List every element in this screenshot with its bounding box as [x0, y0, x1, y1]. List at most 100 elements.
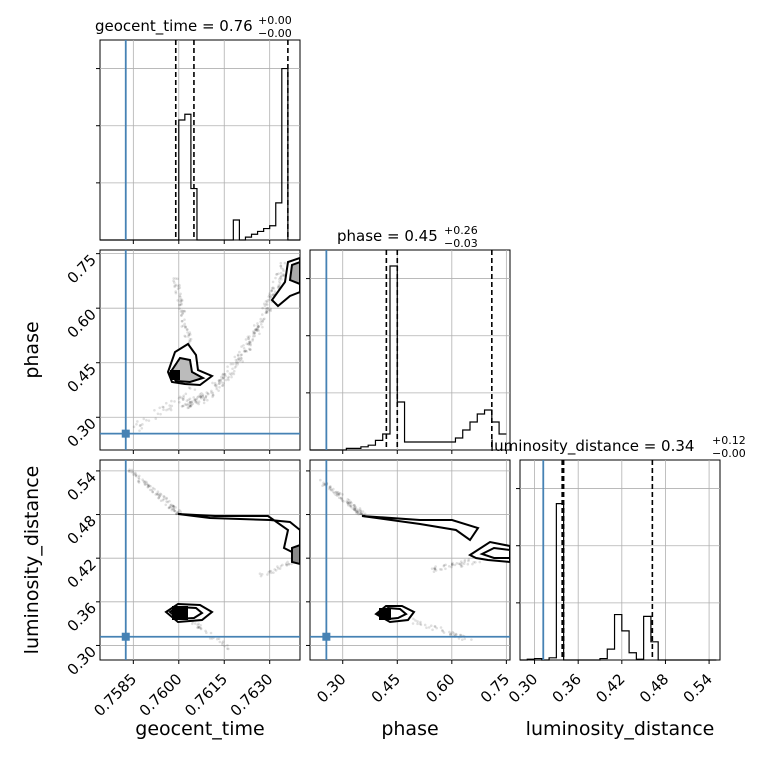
sample-point	[359, 510, 363, 513]
sample-point	[132, 425, 136, 429]
sample-point	[419, 620, 422, 624]
sample-point	[244, 349, 247, 353]
sample-point	[457, 562, 461, 566]
sample-point	[175, 512, 178, 516]
sample-point	[463, 637, 467, 641]
sample-point	[193, 398, 197, 402]
sample-point	[474, 561, 477, 564]
sample-point	[143, 480, 147, 484]
sample-point	[209, 631, 213, 635]
sample-point	[187, 386, 191, 389]
sample-point	[210, 389, 213, 393]
sample-point	[168, 505, 172, 509]
sample-point	[211, 391, 215, 395]
tick-label-y-phase: 0.60	[64, 305, 100, 341]
sample-point	[266, 303, 269, 306]
sample-point	[181, 404, 185, 408]
sample-point	[353, 506, 356, 509]
sample-point	[183, 318, 186, 321]
sample-point	[268, 298, 271, 301]
sample-point	[439, 568, 442, 571]
sample-point	[146, 485, 150, 488]
sample-point	[254, 328, 257, 332]
sample-point	[226, 376, 230, 380]
sample-point	[356, 511, 359, 514]
sample-point	[280, 278, 283, 281]
sample-point	[352, 503, 355, 507]
sample-point	[141, 478, 144, 482]
sample-point	[194, 400, 197, 404]
sample-point	[239, 358, 243, 361]
tick-label-x-phase: 0.30	[313, 670, 349, 706]
sample-point	[179, 292, 182, 296]
sample-point	[180, 405, 184, 408]
sample-point	[142, 479, 145, 483]
sample-point	[190, 401, 193, 404]
sample-point	[222, 376, 225, 379]
sample-point	[178, 284, 181, 287]
sample-point	[361, 510, 365, 513]
sample-point	[233, 355, 237, 359]
sample-point	[227, 647, 230, 651]
sample-point	[254, 327, 258, 331]
sample-point	[256, 326, 260, 330]
sample-point	[457, 637, 461, 640]
sample-point	[140, 426, 144, 430]
sample-point	[467, 558, 471, 561]
sample-point	[350, 501, 353, 505]
sample-point	[128, 470, 131, 473]
sample-point	[248, 335, 251, 338]
sample-point	[205, 391, 209, 394]
sample-point	[282, 274, 286, 277]
sample-point	[153, 487, 156, 491]
sample-point	[463, 560, 466, 564]
sample-point	[251, 339, 254, 342]
sample-point	[213, 383, 217, 387]
sample-point	[176, 510, 179, 514]
sample-point	[181, 324, 185, 328]
sample-point	[134, 474, 138, 478]
sample-point	[188, 401, 192, 404]
sample-point	[419, 623, 423, 627]
sample-point	[188, 387, 192, 390]
sample-point	[269, 307, 273, 311]
sample-point	[221, 377, 225, 380]
sample-point	[279, 271, 283, 275]
sample-point	[179, 300, 182, 304]
sample-point	[141, 423, 144, 426]
sample-point	[154, 493, 158, 496]
sample-point	[195, 399, 198, 403]
title-luminosity-distance-sub: −0.00	[712, 447, 746, 460]
sample-point	[161, 498, 165, 502]
sample-point	[441, 628, 444, 632]
sample-point	[419, 622, 422, 626]
sample-point	[170, 404, 174, 408]
sample-point	[226, 644, 229, 647]
sample-point	[450, 565, 453, 569]
sample-point	[181, 312, 185, 315]
sample-point	[198, 626, 201, 629]
sample-point	[269, 296, 272, 299]
sample-point	[455, 633, 458, 637]
sample-point	[211, 395, 214, 399]
sample-point	[185, 328, 189, 331]
sample-point	[276, 567, 280, 570]
sample-point	[184, 392, 188, 396]
sample-point	[206, 392, 210, 395]
sample-point	[442, 631, 446, 634]
sample-point	[239, 356, 242, 359]
sample-point	[179, 310, 183, 313]
sample-point	[321, 484, 324, 488]
sample-point	[268, 292, 271, 295]
sample-point	[162, 495, 165, 498]
sample-point	[187, 406, 191, 409]
sample-point	[273, 290, 277, 293]
sample-point	[272, 287, 276, 290]
sample-point	[173, 284, 177, 287]
sample-point	[175, 512, 179, 515]
sample-point	[222, 381, 225, 385]
sample-point	[265, 300, 269, 304]
sample-point	[169, 503, 173, 507]
sample-point	[463, 558, 467, 562]
title-phase-sub: −0.03	[444, 237, 478, 250]
